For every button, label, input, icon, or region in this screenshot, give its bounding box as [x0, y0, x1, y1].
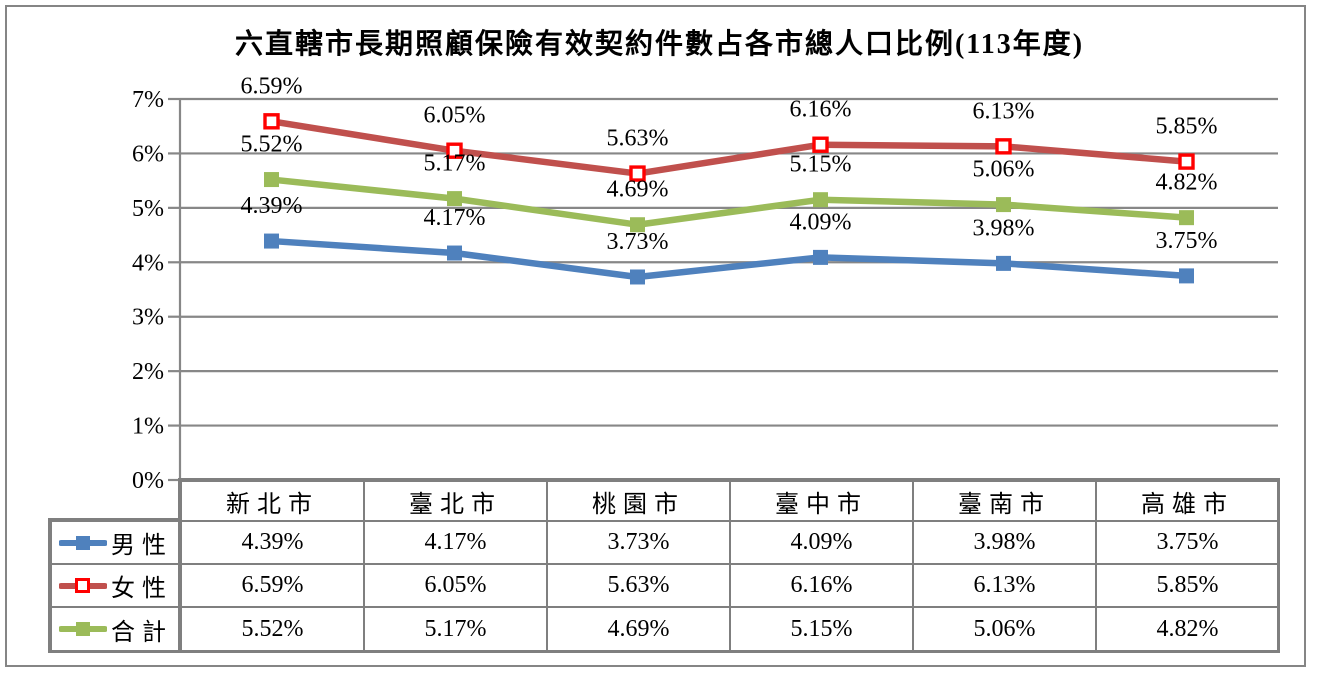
- marker-female: [446, 142, 463, 159]
- data-label-male: 3.98%: [973, 215, 1035, 241]
- data-label-female: 5.63%: [607, 126, 669, 152]
- legend-key-male: 男性: [53, 525, 179, 560]
- data-label-male: 3.75%: [1156, 228, 1218, 254]
- column-header-city: 新北市: [180, 480, 365, 522]
- value-cell-total: 4.82%: [1095, 606, 1280, 652]
- value-cell-male: 4.09%: [729, 520, 914, 565]
- series-line-total: [268, 176, 1190, 228]
- column-header-city: 高雄市: [1095, 480, 1280, 522]
- data-label-total: 5.17%: [424, 151, 486, 177]
- data-label-total: 5.15%: [790, 152, 852, 178]
- marker-total: [630, 217, 645, 233]
- data-label-male: 4.17%: [424, 205, 486, 231]
- legend-key-total: 合計: [53, 612, 179, 647]
- legend-label-total: 合計: [111, 619, 173, 646]
- value-cell-total: 5.17%: [363, 606, 548, 652]
- value-cell-female: 6.16%: [729, 563, 914, 608]
- table-corner-spacer: [51, 481, 181, 521]
- value-cell-male: 3.75%: [1095, 520, 1280, 565]
- column-header-city: 桃園市: [546, 480, 731, 522]
- data-label-female: 6.05%: [424, 103, 486, 129]
- data-label-male: 4.09%: [790, 209, 852, 235]
- y-axis-tick-label: 7%: [132, 87, 164, 113]
- legend-cell-total: 合計: [50, 606, 182, 652]
- value-cell-total: 5.15%: [729, 606, 914, 652]
- value-cell-female: 6.05%: [363, 563, 548, 608]
- y-axis-tick-label: 4%: [132, 250, 164, 276]
- table-row-total: 合計 5.52% 5.17% 4.69% 5.15% 5.06% 4.82%: [50, 606, 1280, 652]
- column-header-city: 臺南市: [912, 480, 1097, 522]
- marker-total: [447, 191, 462, 207]
- column-header-city: 臺北市: [363, 480, 548, 522]
- marker-female: [812, 136, 829, 153]
- value-cell-female: 5.85%: [1095, 563, 1280, 608]
- value-cell-female: 6.13%: [912, 563, 1097, 608]
- column-header-city: 臺中市: [729, 480, 914, 522]
- marker-male: [630, 269, 645, 285]
- marker-female: [629, 165, 646, 182]
- series-line-female: [268, 118, 1190, 177]
- value-cell-total: 4.69%: [546, 606, 731, 652]
- data-label-total: 4.82%: [1156, 170, 1218, 196]
- table-row-female: 女性 6.59% 6.05% 5.63% 6.16% 6.13% 5.85%: [50, 563, 1280, 608]
- value-cell-male: 4.17%: [363, 520, 548, 565]
- y-axis-tick-label: 5%: [132, 196, 164, 222]
- data-label-female: 6.59%: [241, 73, 303, 99]
- y-axis-tick-label: 3%: [132, 305, 164, 331]
- data-label-male: 3.73%: [607, 229, 669, 255]
- marker-male: [264, 233, 279, 249]
- marker-male: [996, 255, 1011, 271]
- marker-female: [1178, 153, 1195, 170]
- value-cell-male: 3.73%: [546, 520, 731, 565]
- data-label-female: 6.13%: [973, 98, 1035, 124]
- marker-total: [1179, 210, 1194, 226]
- marker-male: [447, 245, 462, 261]
- legend-label-male: 男性: [111, 533, 173, 559]
- data-label-female: 6.16%: [790, 97, 852, 123]
- value-cell-female: 6.59%: [180, 563, 365, 608]
- legend-cell-male: 男性: [50, 520, 182, 565]
- marker-male: [813, 249, 828, 265]
- table-row-male: 男性 4.39% 4.17% 3.73% 4.09% 3.98% 3.75%: [50, 520, 1280, 565]
- marker-female: [995, 138, 1012, 155]
- series-line-male: [268, 237, 1190, 281]
- marker-total: [996, 197, 1011, 213]
- data-label-female: 5.85%: [1156, 114, 1218, 140]
- legend-cell-female: 女性: [50, 563, 182, 608]
- data-label-total: 4.69%: [607, 177, 669, 203]
- marker-total: [264, 172, 279, 188]
- legend-line-icon-total: [59, 622, 107, 636]
- value-cell-male: 3.98%: [912, 520, 1097, 565]
- legend-line-icon-male: [59, 535, 107, 550]
- value-cell-male: 4.39%: [180, 520, 365, 565]
- chart-title: 六直轄市長期照顧保險有效契約件數占各市總人口比例(113年度): [234, 29, 1085, 60]
- data-label-male: 4.39%: [241, 193, 303, 219]
- legend-label-female: 女性: [111, 576, 173, 602]
- y-axis-tick-label: 1%: [132, 414, 164, 440]
- y-axis-tick-label: 2%: [132, 359, 164, 385]
- marker-male: [1179, 268, 1194, 284]
- y-axis-tick-label: 6%: [132, 141, 164, 167]
- marker-total: [813, 192, 828, 208]
- data-label-total: 5.52%: [241, 132, 303, 158]
- value-cell-total: 5.52%: [180, 606, 365, 652]
- legend-key-female: 女性: [53, 568, 179, 603]
- data-table: 新北市 臺北市 桃園市 臺中市 臺南市 高雄市男性 4.39% 4.17% 3.73% 4.09%…: [50, 480, 1280, 652]
- value-cell-total: 5.06%: [912, 606, 1097, 652]
- legend-line-icon-female: [59, 577, 107, 593]
- value-cell-female: 5.63%: [546, 563, 731, 608]
- marker-female: [263, 113, 280, 130]
- data-label-total: 5.06%: [973, 157, 1035, 183]
